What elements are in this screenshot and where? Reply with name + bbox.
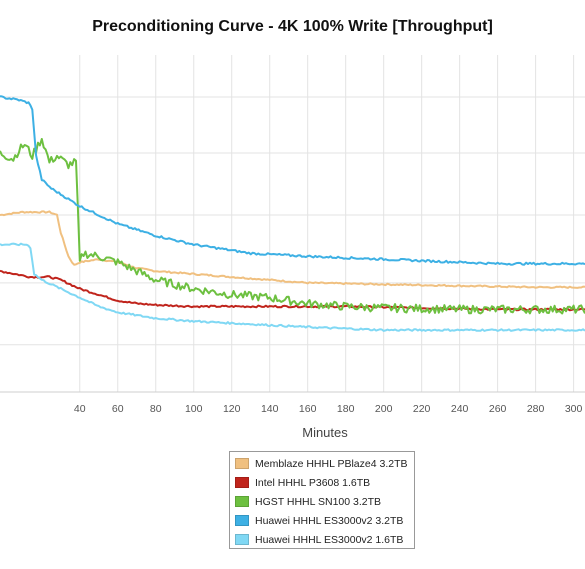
x-axis-label: Minutes bbox=[302, 425, 348, 440]
legend-item: Huawei HHHL ES3000v2 3.2TB bbox=[235, 511, 414, 530]
legend-label: Huawei HHHL ES3000v2 3.2TB bbox=[255, 514, 404, 527]
legend-swatch bbox=[235, 458, 249, 469]
x-tick-label: 80 bbox=[150, 403, 162, 415]
series-line bbox=[0, 95, 585, 266]
legend-label: Intel HHHL P3608 1.6TB bbox=[255, 476, 371, 489]
x-tick-label: 240 bbox=[451, 403, 469, 415]
legend-item: HGST HHHL SN100 3.2TB bbox=[235, 492, 414, 511]
series-line bbox=[0, 242, 585, 332]
x-tick-label: 220 bbox=[413, 403, 431, 415]
series-line bbox=[0, 210, 585, 289]
legend-item: Memblaze HHHL PBlaze4 3.2TB bbox=[235, 454, 414, 473]
chart-title: Preconditioning Curve - 4K 100% Write [T… bbox=[92, 18, 493, 35]
x-tick-label: 60 bbox=[112, 403, 124, 415]
x-tick-label: 140 bbox=[261, 403, 279, 415]
x-tick-label: 160 bbox=[299, 403, 317, 415]
x-tick-label: 300 bbox=[565, 403, 583, 415]
x-tick-labels: 40 60 80 100 120 140 160 180 200 220 240 260 280 300 bbox=[74, 403, 583, 415]
x-tick-label: 200 bbox=[375, 403, 393, 415]
legend-label: Memblaze HHHL PBlaze4 3.2TB bbox=[255, 457, 408, 470]
x-tick-label: 280 bbox=[527, 403, 545, 415]
legend-swatch bbox=[235, 534, 249, 545]
legend-label: HGST HHHL SN100 3.2TB bbox=[255, 495, 382, 508]
series-lines bbox=[0, 95, 585, 332]
legend-swatch bbox=[235, 496, 249, 507]
x-tick-label: 120 bbox=[223, 403, 241, 415]
x-tick-label: 260 bbox=[489, 403, 507, 415]
gridlines bbox=[0, 55, 585, 393]
x-tick-label: 100 bbox=[185, 403, 203, 415]
x-tick-label: 40 bbox=[74, 403, 86, 415]
legend-swatch bbox=[235, 515, 249, 526]
legend-swatch bbox=[235, 477, 249, 488]
x-tick-label: 180 bbox=[337, 403, 355, 415]
legend-item: Intel HHHL P3608 1.6TB bbox=[235, 473, 414, 492]
legend-item: Huawei HHHL ES3000v2 1.6TB bbox=[235, 530, 414, 549]
legend: Memblaze HHHL PBlaze4 3.2TB Intel HHHL P3… bbox=[229, 451, 415, 549]
series-line bbox=[0, 138, 585, 315]
legend-label: Huawei HHHL ES3000v2 1.6TB bbox=[255, 533, 404, 546]
series-line bbox=[0, 269, 585, 312]
